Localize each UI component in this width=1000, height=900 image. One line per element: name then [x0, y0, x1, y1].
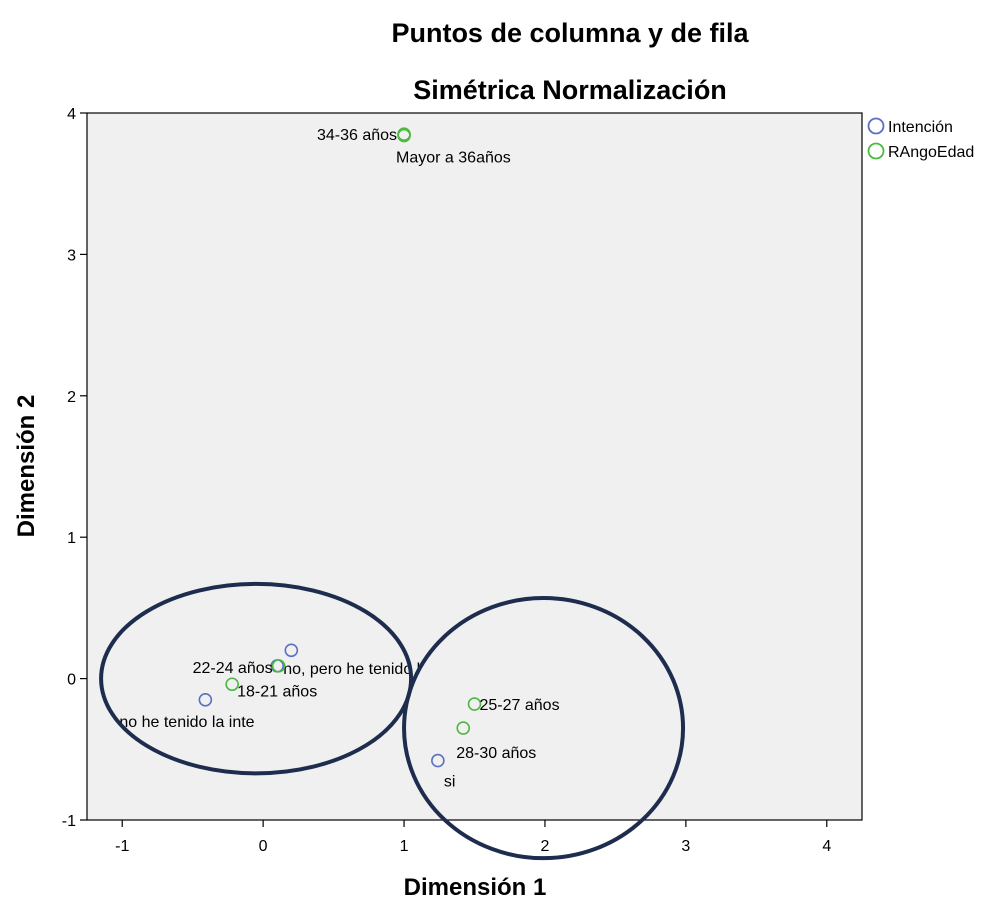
data-point	[284, 643, 299, 658]
data-point	[431, 753, 445, 768]
data-point	[467, 697, 482, 711]
y-tick-label: 2	[67, 389, 76, 406]
y-tick-label: 1	[67, 530, 76, 547]
y-tick-label: 0	[67, 672, 76, 689]
point-label: no, pero he tenido l	[283, 661, 420, 678]
y-tick-label: 4	[67, 106, 76, 123]
point-label: Mayor a 36años	[396, 150, 511, 167]
y-tick-label: 3	[67, 247, 76, 264]
annotation-ellipse	[99, 581, 414, 776]
point-label: si	[444, 774, 456, 791]
chart-title: Puntos de columna y de fila	[391, 18, 749, 48]
point-label: 22-24 años	[193, 660, 273, 677]
x-axis-title: Dimensión 1	[404, 874, 547, 900]
x-tick-label: 3	[681, 838, 690, 855]
point-label: 28-30 años	[456, 745, 536, 762]
x-tick-label: 1	[400, 838, 409, 855]
chart-subtitle: Simétrica Normalización	[413, 75, 727, 105]
x-tick-label: 0	[259, 838, 268, 855]
data-point	[225, 677, 239, 692]
annotation-ellipse	[402, 596, 686, 861]
data-point	[271, 659, 286, 673]
legend-marker	[867, 117, 885, 135]
data-point	[456, 721, 471, 735]
y-tick-label: -1	[62, 813, 76, 830]
legend-marker	[867, 142, 885, 160]
point-label: 34-36 años	[317, 127, 397, 144]
y-axis-title: Dimensión 2	[13, 395, 40, 538]
plot-area	[86, 112, 863, 821]
point-label: 25-27 años	[480, 697, 560, 714]
data-point	[397, 128, 411, 143]
x-tick-label: 2	[541, 838, 550, 855]
point-label: no he tenido la inte	[119, 714, 254, 731]
x-tick-label: 4	[822, 838, 831, 855]
x-tick-label: -1	[115, 838, 129, 855]
point-label: 18-21 años	[237, 683, 317, 700]
legend-label: Intención	[888, 119, 953, 136]
data-point	[198, 693, 213, 707]
legend-label: RAngoEdad	[888, 144, 974, 161]
